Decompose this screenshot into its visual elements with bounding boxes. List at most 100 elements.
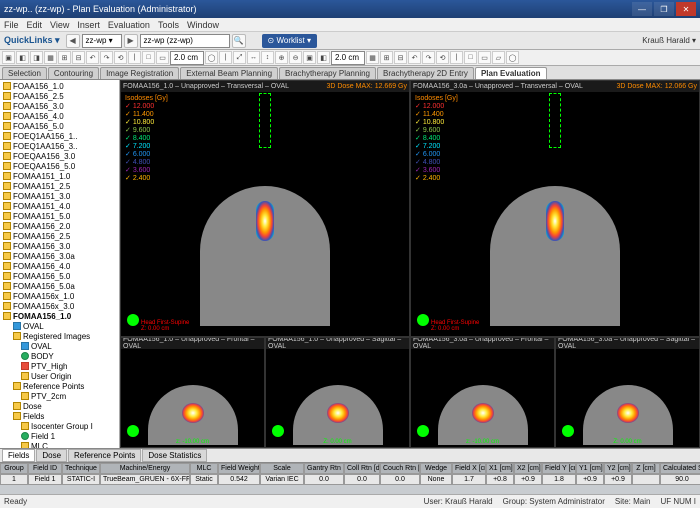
col-header[interactable]: Calculated SSD [cm]	[660, 463, 700, 474]
toolbar-button-5[interactable]: ⊟	[72, 51, 85, 64]
user-menu[interactable]: Krauß Harald ▾	[642, 36, 696, 45]
toolbar-button-1[interactable]: ◧	[16, 51, 29, 64]
search-button[interactable]: 🔍	[232, 34, 246, 48]
nav-back-button[interactable]: ◀	[66, 34, 80, 48]
fields-table[interactable]: GroupField IDTechniqueMachine/EnergyMLCF…	[0, 462, 700, 494]
toolbar-button-32[interactable]: ▱	[492, 51, 505, 64]
view-transversal-1[interactable]: FOMAA156_1.0 – Unapproved – Transversal …	[120, 80, 410, 337]
view-transversal-2[interactable]: FOMAA156_3.0a – Unapproved – Transversal…	[410, 80, 700, 337]
tree-item[interactable]: FOMAA151_3.0	[1, 191, 118, 201]
toolbar-button-2[interactable]: ◨	[30, 51, 43, 64]
col-header[interactable]: X2 [cm]	[514, 463, 542, 474]
tree-item[interactable]: FOMAA156x_3.0	[1, 301, 118, 311]
tab-selection[interactable]: Selection	[2, 67, 47, 79]
toolbar-button-19[interactable]: ⊖	[289, 51, 302, 64]
tree-item[interactable]: FOMAA156_3.0	[1, 241, 118, 251]
toolbar-button-11[interactable]: ▭	[156, 51, 169, 64]
tree-item[interactable]: FOMAA151_5.0	[1, 211, 118, 221]
toolbar-button-30[interactable]: □	[464, 51, 477, 64]
tree-item[interactable]: Field 1	[1, 431, 118, 441]
col-header[interactable]: Group	[0, 463, 28, 474]
tree-item[interactable]: PTV_2cm	[1, 391, 118, 401]
tree-item[interactable]: FOEQ1AA156_3..	[1, 141, 118, 151]
search-field[interactable]: zz-wp (zz-wp)	[140, 34, 230, 48]
col-header[interactable]: Field ID	[28, 463, 62, 474]
cell[interactable]: +0.9	[514, 474, 542, 485]
tree-item[interactable]: OVAL	[1, 341, 118, 351]
toolbar-button-17[interactable]: ↕	[261, 51, 274, 64]
tab-brachytherapy-planning[interactable]: Brachytherapy Planning	[279, 67, 376, 79]
toolbar-button-8[interactable]: ⟲	[114, 51, 127, 64]
tree-item[interactable]: User Origin	[1, 371, 118, 381]
cell[interactable]: 0.542	[218, 474, 260, 485]
col-header[interactable]: Technique	[62, 463, 100, 474]
col-header[interactable]: Coll Rtn [deg]	[344, 463, 380, 474]
tree-item[interactable]: FOAA156_3.0	[1, 101, 118, 111]
cell[interactable]: +0.9	[604, 474, 632, 485]
toolbar-button-24[interactable]: ⊞	[380, 51, 393, 64]
tree-item[interactable]: Dose	[1, 401, 118, 411]
tree-item[interactable]: Fields	[1, 411, 118, 421]
view-frontal-2[interactable]: FOMAA156_3.0a – Unapproved – Frontal – O…	[410, 337, 555, 448]
bottom-tab-fields[interactable]: Fields	[2, 449, 35, 462]
cell[interactable]: None	[420, 474, 452, 485]
toolbar-button-15[interactable]: ⤢	[233, 51, 246, 64]
col-header[interactable]: X1 [cm]	[486, 463, 514, 474]
cell[interactable]: 90.0	[660, 474, 700, 485]
toolbar-button-6[interactable]: ↶	[86, 51, 99, 64]
view-sagittal-2[interactable]: FOMAA156_3.0a – Unapproved – Sagittal – …	[555, 337, 700, 448]
cell[interactable]: Static	[190, 474, 218, 485]
tree-plan-root[interactable]: FOMAA156_1.0	[1, 311, 118, 321]
col-header[interactable]: Field Y [cm]	[542, 463, 576, 474]
tree-item[interactable]: FOAA156_5.0	[1, 121, 118, 131]
tree-item[interactable]: Reference Points	[1, 381, 118, 391]
plan-tree[interactable]: FOAA156_1.0FOAA156_2.5FOAA156_3.0FOAA156…	[0, 80, 120, 448]
toolbar-button-0[interactable]: ▣	[2, 51, 15, 64]
toolbar-button-26[interactable]: ↶	[408, 51, 421, 64]
toolbar-button-27[interactable]: ↷	[422, 51, 435, 64]
nav-fwd-button[interactable]: ▶	[124, 34, 138, 48]
col-header[interactable]: Field X [cm]	[452, 463, 486, 474]
toolbar-button-31[interactable]: ▭	[478, 51, 491, 64]
toolbar-button-9[interactable]: |	[128, 51, 141, 64]
toolbar-button-25[interactable]: ⊟	[394, 51, 407, 64]
col-header[interactable]: MLC	[190, 463, 218, 474]
toolbar-button-23[interactable]: ▦	[366, 51, 379, 64]
maximize-button[interactable]: ❐	[654, 2, 674, 16]
toolbar-button-14[interactable]: |	[219, 51, 232, 64]
worklist-button[interactable]: ⊙ Worklist ▾	[262, 34, 317, 48]
menu-evaluation[interactable]: Evaluation	[108, 20, 150, 30]
toolbar-button-13[interactable]: ◯	[205, 51, 218, 64]
col-header[interactable]: Gantry Rtn [deg]	[304, 463, 344, 474]
tree-item[interactable]: FOMAA156_3.0a	[1, 251, 118, 261]
cell[interactable]: Field 1	[28, 474, 62, 485]
step-size-combo[interactable]: 2.0 cm	[331, 51, 365, 65]
tree-item[interactable]: Isocenter Group I	[1, 421, 118, 431]
col-header[interactable]: Scale	[260, 463, 304, 474]
close-button[interactable]: ✕	[676, 2, 696, 16]
quicklinks-label[interactable]: QuickLinks ▾	[4, 35, 60, 46]
tab-contouring[interactable]: Contouring	[48, 67, 99, 79]
bottom-tab-dose[interactable]: Dose	[36, 449, 67, 462]
cell[interactable]: 1.8	[542, 474, 576, 485]
patient-combo[interactable]: zz-wp ▾	[82, 34, 122, 48]
toolbar-button-7[interactable]: ↷	[100, 51, 113, 64]
tree-item[interactable]: FOMAA151_1.0	[1, 171, 118, 181]
tab-external-beam-planning[interactable]: External Beam Planning	[180, 67, 278, 79]
cell[interactable]: STATIC-I	[62, 474, 100, 485]
menu-edit[interactable]: Edit	[27, 20, 43, 30]
cell[interactable]: TrueBeam_GRUEN - 6X-FFF	[100, 474, 190, 485]
toolbar-button-29[interactable]: |	[450, 51, 463, 64]
col-header[interactable]: Wedge	[420, 463, 452, 474]
col-header[interactable]: Z [cm]	[632, 463, 660, 474]
tab-image-registration[interactable]: Image Registration	[100, 67, 179, 79]
tree-item[interactable]: FOMAA151_4.0	[1, 201, 118, 211]
tree-item[interactable]: FOEQAA156_5.0	[1, 161, 118, 171]
toolbar-button-16[interactable]: ↔	[247, 51, 260, 64]
menu-tools[interactable]: Tools	[158, 20, 179, 30]
bottom-tab-dose-statistics[interactable]: Dose Statistics	[142, 449, 207, 462]
cell[interactable]: 0.0	[380, 474, 420, 485]
toolbar-button-21[interactable]: ◧	[317, 51, 330, 64]
toolbar-button-3[interactable]: ▦	[44, 51, 57, 64]
tab-brachytherapy-2d-entry[interactable]: Brachytherapy 2D Entry	[377, 67, 474, 79]
